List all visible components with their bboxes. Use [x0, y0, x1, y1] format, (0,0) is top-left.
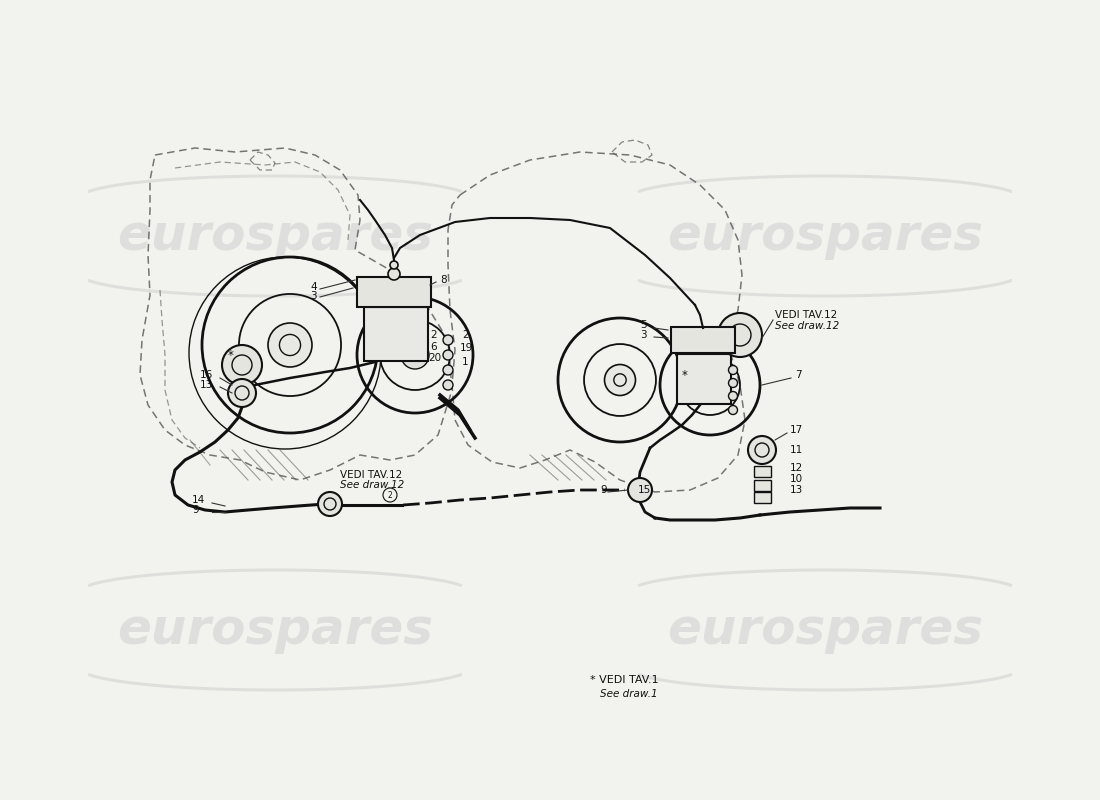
FancyBboxPatch shape: [671, 327, 735, 353]
Text: 13: 13: [200, 380, 213, 390]
Text: 2: 2: [462, 330, 469, 340]
Circle shape: [222, 345, 262, 385]
Circle shape: [728, 366, 737, 374]
Text: 10: 10: [790, 474, 803, 484]
FancyBboxPatch shape: [754, 479, 770, 490]
Circle shape: [228, 379, 256, 407]
Text: VEDI TAV.12: VEDI TAV.12: [340, 470, 403, 480]
Text: eurospares: eurospares: [117, 212, 433, 260]
Text: eurospares: eurospares: [667, 606, 983, 654]
Text: eurospares: eurospares: [117, 606, 433, 654]
Circle shape: [318, 492, 342, 516]
Text: 8: 8: [440, 275, 447, 285]
Text: 3: 3: [640, 330, 647, 340]
Circle shape: [748, 436, 775, 464]
Text: *: *: [682, 369, 688, 382]
Circle shape: [402, 341, 429, 369]
Circle shape: [443, 365, 453, 375]
Circle shape: [443, 335, 453, 345]
FancyBboxPatch shape: [676, 354, 732, 404]
Text: 2: 2: [430, 330, 437, 340]
Circle shape: [605, 365, 636, 395]
Circle shape: [728, 378, 737, 387]
Text: 2: 2: [388, 491, 393, 501]
Circle shape: [388, 268, 400, 280]
Text: 9: 9: [192, 505, 199, 515]
FancyBboxPatch shape: [358, 277, 431, 307]
Text: 20: 20: [428, 353, 441, 363]
Circle shape: [628, 478, 652, 502]
Text: 9: 9: [600, 485, 606, 495]
Circle shape: [698, 373, 722, 397]
Text: 16: 16: [200, 370, 213, 380]
Text: 4: 4: [310, 282, 317, 292]
Text: 14: 14: [192, 495, 206, 505]
FancyBboxPatch shape: [754, 491, 770, 502]
Text: 15: 15: [638, 485, 651, 495]
Circle shape: [390, 261, 398, 269]
Text: * VEDI TAV.1: * VEDI TAV.1: [590, 675, 659, 685]
Text: *: *: [228, 349, 234, 362]
Text: See draw.12: See draw.12: [776, 321, 839, 331]
FancyBboxPatch shape: [364, 307, 428, 361]
Text: eurospares: eurospares: [667, 212, 983, 260]
Text: 17: 17: [790, 425, 803, 435]
Text: 12: 12: [790, 463, 803, 473]
Circle shape: [728, 406, 737, 414]
Circle shape: [443, 350, 453, 360]
Text: See draw.12: See draw.12: [340, 480, 405, 490]
Text: 3: 3: [310, 291, 317, 301]
Text: 19: 19: [460, 343, 473, 353]
Text: 1: 1: [462, 357, 469, 367]
Text: VEDI TAV.12: VEDI TAV.12: [776, 310, 837, 320]
Text: 13: 13: [790, 485, 803, 495]
Text: 5: 5: [640, 320, 647, 330]
FancyBboxPatch shape: [754, 466, 770, 477]
Text: See draw.1: See draw.1: [600, 689, 658, 699]
Text: 6: 6: [430, 342, 437, 352]
Text: 7: 7: [795, 370, 802, 380]
Text: 11: 11: [790, 445, 803, 455]
Circle shape: [718, 313, 762, 357]
Circle shape: [268, 323, 312, 367]
Circle shape: [443, 380, 453, 390]
Circle shape: [728, 391, 737, 401]
